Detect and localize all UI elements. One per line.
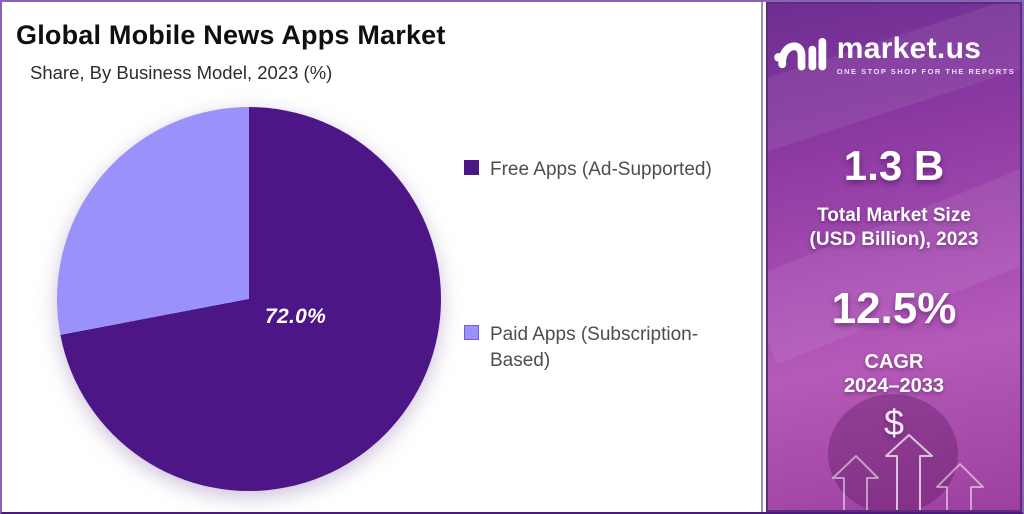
legend-item-free-apps: Free Apps (Ad-Supported) [464, 157, 738, 183]
chart-subtitle: Share, By Business Model, 2023 (%) [30, 62, 333, 83]
stat-market-size-label-line2: (USD Billion), 2023 [809, 229, 979, 250]
pie-slice-data-label: 72.0% [265, 305, 327, 328]
legend-label-free-apps: Free Apps (Ad-Supported) [490, 159, 712, 180]
chart-panel: Global Mobile News Apps Market Share, By… [2, 2, 763, 512]
legend-item-paid-apps: Paid Apps (Subscription-Based) [464, 322, 738, 374]
dollar-sign-icon: $ [883, 402, 905, 443]
stat-cagr-label: CAGR [864, 351, 924, 373]
brand-text-block: market.us ONE STOP SHOP FOR THE REPORTS [836, 32, 1016, 77]
stat-cagr-value: 12.5% [831, 284, 957, 333]
legend-swatch-paid-apps [464, 325, 479, 340]
brand-name: market.us [836, 32, 982, 65]
brand-sidebar: market.us ONE STOP SHOP FOR THE REPORTS … [766, 2, 1022, 512]
growth-arrows-icon [832, 434, 984, 510]
pie-chart: 72.0% [57, 107, 441, 491]
decorative-streak [768, 4, 1020, 155]
brand-logo: market.us ONE STOP SHOP FOR THE REPORTS [768, 32, 1020, 78]
legend-label-paid-apps: Paid Apps (Subscription-Based) [490, 324, 699, 371]
stat-market-size-label: Total Market Size (USD Billion), 2023 [768, 204, 1020, 252]
brand-tagline: ONE STOP SHOP FOR THE REPORTS [836, 67, 1016, 76]
stat-market-size-label-line1: Total Market Size [817, 205, 971, 226]
market-us-logo-mark-icon [773, 38, 826, 71]
chart-title: Global Mobile News Apps Market [16, 20, 446, 50]
stat-cagr-period: 2024–2033 [843, 375, 945, 397]
stat-market-size-value: 1.3 B [843, 142, 945, 189]
legend-swatch-free-apps [464, 160, 479, 175]
